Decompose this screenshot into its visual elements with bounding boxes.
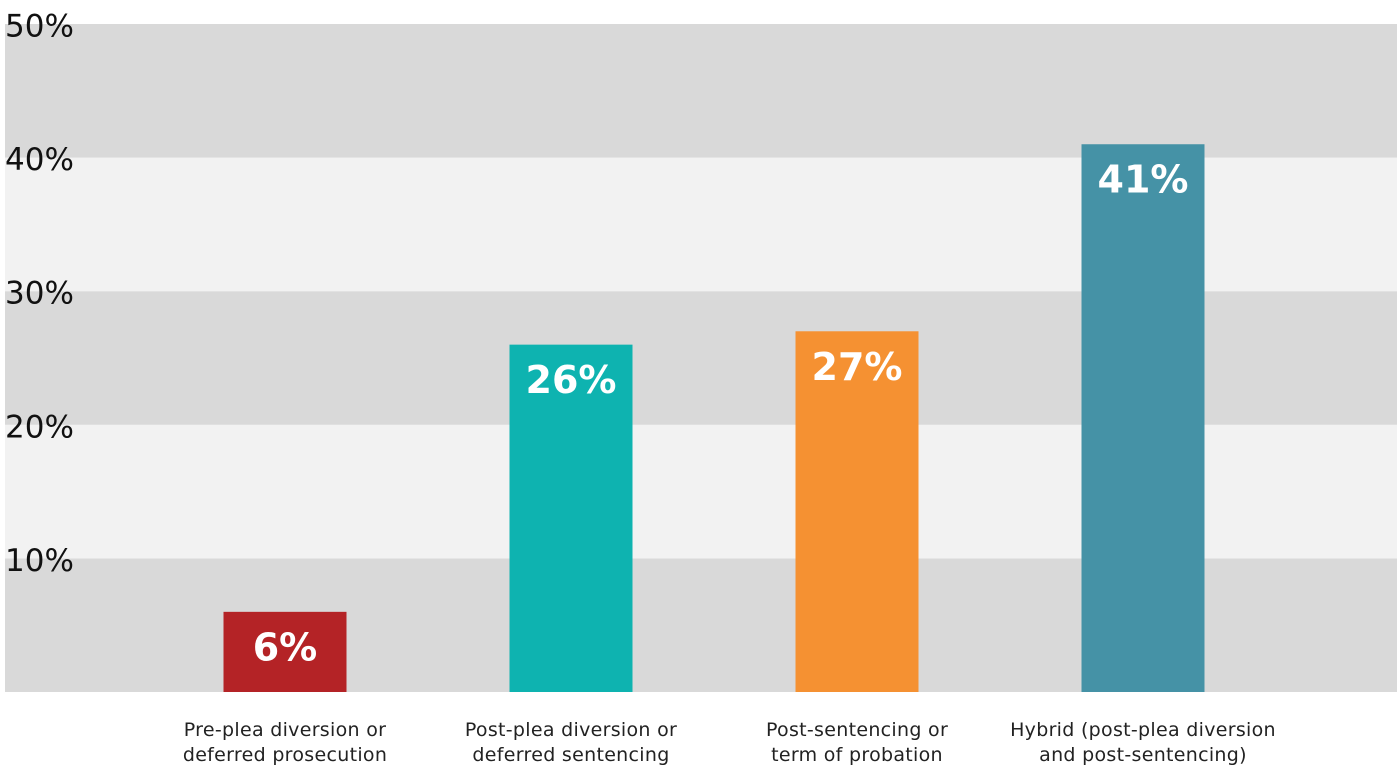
- y-tick-label: 10%: [5, 543, 74, 579]
- value-label: 41%: [1098, 158, 1189, 202]
- x-tick-label: Post-sentencing or term of probation: [765, 719, 949, 766]
- x-tick-label: Pre-plea diversion or deferred prosecuti…: [182, 719, 388, 766]
- bar: [1081, 144, 1205, 693]
- y-tick-label: 50%: [5, 9, 74, 45]
- grid-band: [5, 24, 1397, 158]
- bar: [509, 344, 633, 692]
- value-label: 6%: [253, 625, 318, 669]
- bar: [795, 331, 919, 692]
- x-tick-label: Hybrid (post-plea diversion and post-sen…: [1010, 719, 1276, 766]
- value-label: 26%: [526, 358, 617, 402]
- y-tick-label: 40%: [5, 142, 74, 178]
- bar: [223, 611, 347, 692]
- x-tick-label: Post-plea diversion or deferred sentenci…: [464, 719, 678, 766]
- y-tick-label: 20%: [5, 409, 74, 445]
- y-tick-label: 30%: [5, 276, 74, 312]
- value-label: 27%: [812, 345, 903, 389]
